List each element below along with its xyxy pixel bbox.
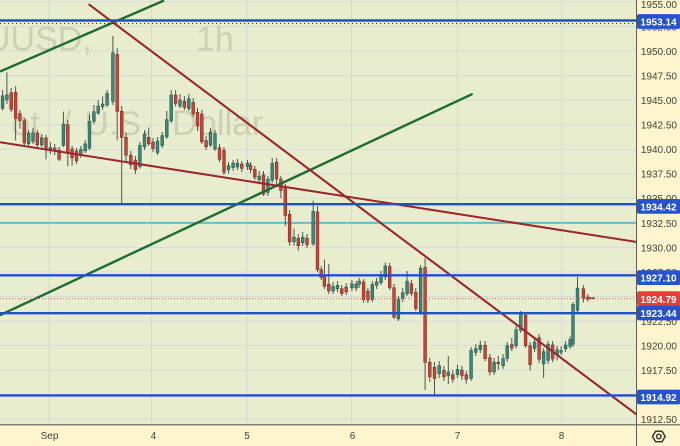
svg-text:1940.00: 1940.00 bbox=[641, 145, 678, 156]
svg-text:1923.44: 1923.44 bbox=[640, 309, 677, 320]
svg-text:1947.50: 1947.50 bbox=[641, 72, 678, 83]
svg-text:8: 8 bbox=[559, 431, 565, 442]
svg-text:/: / bbox=[62, 105, 72, 143]
svg-text:1920.00: 1920.00 bbox=[641, 342, 678, 353]
svg-text:1917.50: 1917.50 bbox=[641, 366, 678, 377]
svg-text:Dollar: Dollar bbox=[172, 104, 264, 143]
svg-text:1914.92: 1914.92 bbox=[640, 393, 677, 404]
svg-text:1937.50: 1937.50 bbox=[641, 170, 678, 181]
svg-text:1942.50: 1942.50 bbox=[641, 121, 678, 132]
svg-text:1930.00: 1930.00 bbox=[641, 243, 678, 254]
svg-text:1945.00: 1945.00 bbox=[641, 96, 678, 107]
svg-text:1924.79: 1924.79 bbox=[640, 295, 677, 306]
svg-text:1934.42: 1934.42 bbox=[640, 203, 677, 214]
svg-text:7: 7 bbox=[455, 431, 461, 442]
svg-text:Sep: Sep bbox=[41, 431, 59, 442]
svg-text:1h: 1h bbox=[196, 21, 234, 59]
svg-text:5: 5 bbox=[244, 431, 250, 442]
svg-text:1932.50: 1932.50 bbox=[641, 219, 678, 230]
svg-text:6: 6 bbox=[350, 431, 356, 442]
svg-text:1912.50: 1912.50 bbox=[641, 415, 678, 426]
svg-text:1953.14: 1953.14 bbox=[640, 18, 677, 29]
svg-text:1927.10: 1927.10 bbox=[640, 274, 677, 285]
svg-text:1950.00: 1950.00 bbox=[641, 47, 678, 58]
svg-text:1955.00: 1955.00 bbox=[641, 0, 678, 11]
svg-text:1922.50: 1922.50 bbox=[641, 317, 678, 328]
svg-text:4: 4 bbox=[151, 431, 157, 442]
